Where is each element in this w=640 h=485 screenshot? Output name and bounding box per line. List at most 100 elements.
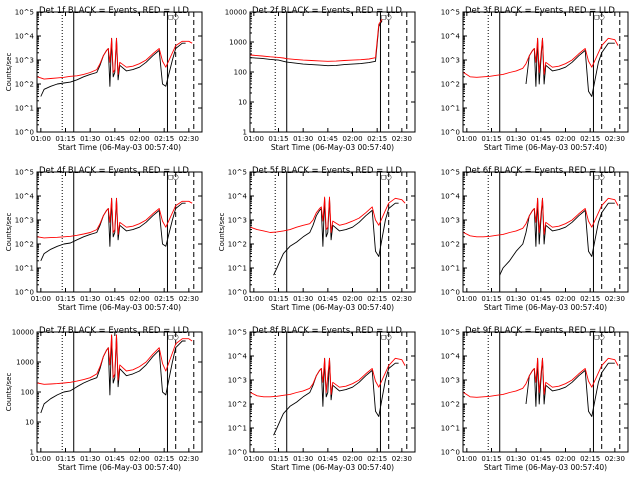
x-tick-label: 02:00 (555, 455, 575, 463)
plot-frame (462, 11, 629, 133)
series-events-black (525, 357, 615, 417)
y-tick-label: 10^0 (15, 289, 34, 297)
x-tick-label: 01:15 (481, 455, 501, 463)
x-tick-label: 02:00 (555, 295, 575, 303)
x-tick-label: 01:00 (31, 135, 51, 143)
panel-title: Det 4f BLACK = Events, RED = LLD (39, 166, 189, 176)
y-tick-label: 10^2 (441, 81, 460, 89)
y-tick-label: 10^2 (228, 241, 247, 249)
y-tick-label: 10^3 (441, 377, 460, 385)
y-tick-label: 10 (238, 99, 247, 107)
x-tick-label: 01:15 (55, 455, 75, 463)
panel-4: Det 4f BLACK = Events, RED = LLD 10^0 10^1… (5, 166, 203, 312)
time-symbol: ○ (173, 13, 179, 21)
y-tick-label: 10^5 (15, 9, 34, 17)
y-tick-label: 10^4 (15, 33, 35, 41)
x-axis-label: Start Time (06-May-03 00:57:40) (484, 143, 607, 152)
time-symbol: ◻ (168, 13, 174, 21)
series-events-black (525, 37, 615, 97)
x-tick-label: 02:30 (605, 455, 625, 463)
series-events-black (499, 197, 615, 276)
x-tick-label: 01:45 (105, 455, 125, 463)
x-tick-label: 01:45 (105, 135, 125, 143)
y-tick-label: 10^3 (441, 217, 460, 225)
y-tick-label: 10^4 (228, 193, 248, 201)
panel-6: Det 6f BLACK = Events, RED = LLD 10^0 10^1… (441, 166, 629, 312)
x-tick-label: 01:45 (105, 295, 125, 303)
x-tick-label: 01:00 (457, 455, 477, 463)
time-symbol: ○ (599, 173, 605, 181)
panel-7: Det 7f BLACK = Events, RED = LLD 1 10 100 10… (5, 326, 203, 472)
series-events-black (273, 197, 399, 276)
x-tick-label: 02:30 (392, 295, 412, 303)
time-symbol: ◻ (168, 333, 174, 341)
series-lld-red (463, 37, 619, 78)
y-tick-label: 10^2 (15, 241, 34, 249)
x-tick-label: 01:30 (293, 295, 313, 303)
time-symbol: ○ (386, 13, 392, 21)
x-tick-label: 01:45 (531, 295, 551, 303)
time-symbol: ◻ (594, 173, 600, 181)
y-tick-label: 10000 (12, 329, 34, 337)
panel-title: Det 8f BLACK = Events, RED = LLD (252, 326, 402, 336)
y-tick-label: 10^0 (228, 449, 247, 457)
x-tick-label: 01:30 (293, 135, 313, 143)
x-tick-label: 01:15 (55, 135, 75, 143)
x-tick-label: 02:00 (342, 455, 362, 463)
x-tick-label: 01:00 (31, 295, 51, 303)
x-tick-label: 02:15 (367, 295, 387, 303)
time-symbol: ○ (173, 173, 179, 181)
x-tick-label: 02:00 (342, 295, 362, 303)
y-tick-label: 10000 (225, 9, 247, 17)
y-tick-label: 10 (25, 419, 34, 427)
y-tick-label: 10^1 (228, 265, 247, 273)
y-tick-label: 10^1 (15, 265, 34, 273)
y-tick-label: 10^4 (15, 193, 35, 201)
y-axis-label: Counts/sec (5, 213, 13, 252)
y-tick-label: 10^5 (228, 169, 247, 177)
x-tick-label: 02:30 (605, 135, 625, 143)
y-tick-label: 10^1 (441, 425, 460, 433)
x-axis-label: Start Time (06-May-03 00:57:40) (58, 303, 181, 312)
x-tick-label: 01:30 (80, 295, 100, 303)
series-lld-red (463, 197, 619, 238)
x-tick-label: 02:15 (154, 135, 174, 143)
y-tick-label: 10^4 (441, 33, 461, 41)
y-tick-label: 1 (30, 449, 34, 457)
x-tick-label: 01:30 (293, 455, 313, 463)
time-symbol: ◻ (594, 13, 600, 21)
y-tick-label: 10^0 (441, 289, 460, 297)
x-tick-label: 02:00 (129, 295, 149, 303)
x-axis-label: Start Time (06-May-03 00:57:40) (484, 303, 607, 312)
panel-9: Det 9f BLACK = Events, RED = LLD 10^0 10^1… (441, 326, 629, 472)
time-symbol: ○ (599, 13, 605, 21)
y-tick-label: 10^3 (441, 57, 460, 65)
y-tick-label: 10^5 (441, 169, 460, 177)
x-tick-label: 01:15 (268, 135, 288, 143)
series-lld-red (250, 18, 383, 62)
panel-3: Det 3f BLACK = Events, RED = LLD 10^0 10^1… (441, 6, 629, 152)
y-tick-label: 10^4 (441, 353, 461, 361)
x-tick-label: 02:15 (580, 135, 600, 143)
x-tick-label: 01:30 (80, 135, 100, 143)
time-symbol: ○ (386, 173, 392, 181)
panel-title: Det 6f BLACK = Events, RED = LLD (465, 166, 615, 176)
x-tick-label: 02:15 (154, 295, 174, 303)
y-tick-label: 10^1 (228, 425, 247, 433)
time-symbol: ◻ (594, 333, 600, 341)
y-tick-label: 10^5 (15, 169, 34, 177)
x-axis-label: Start Time (06-May-03 00:57:40) (58, 143, 181, 152)
x-tick-label: 01:00 (244, 295, 264, 303)
plot-frame (462, 331, 629, 453)
x-tick-label: 02:30 (179, 135, 199, 143)
x-axis-label: Start Time (06-May-03 00:57:40) (58, 463, 181, 472)
y-tick-label: 10^3 (15, 217, 34, 225)
y-tick-label: 10^5 (441, 9, 460, 17)
y-tick-label: 100 (234, 69, 247, 77)
series-events-black (40, 37, 186, 97)
x-tick-label: 02:15 (580, 295, 600, 303)
panel-title: Det 9f BLACK = Events, RED = LLD (465, 326, 615, 336)
x-axis-label: Start Time (06-May-03 00:57:40) (484, 463, 607, 472)
x-tick-label: 01:15 (268, 455, 288, 463)
x-tick-label: 01:45 (531, 135, 551, 143)
